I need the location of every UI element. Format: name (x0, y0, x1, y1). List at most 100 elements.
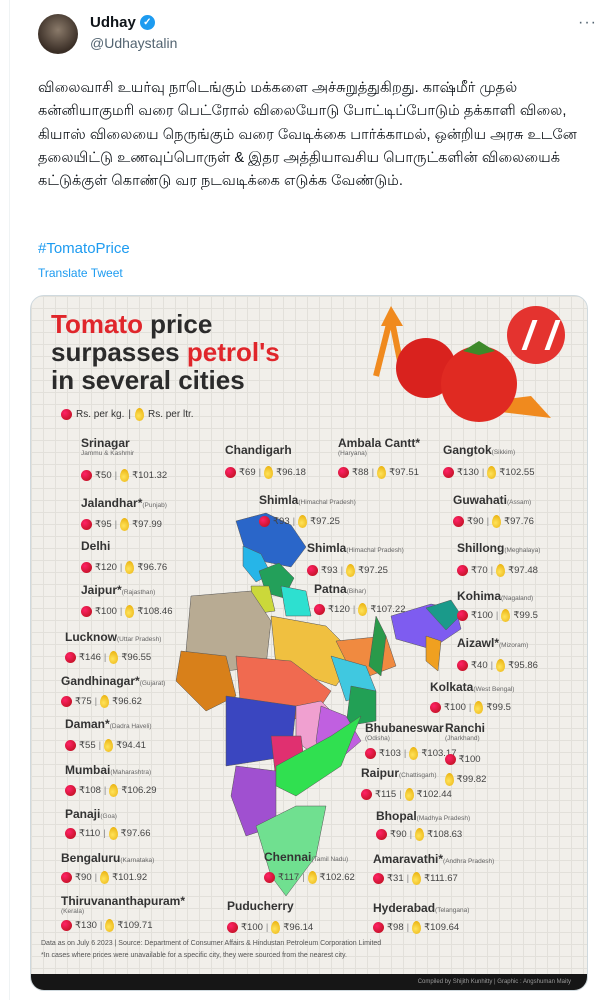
city-region: (Punjab) (142, 502, 167, 509)
city-label: Ranchi (Jharkhand) (445, 721, 485, 742)
separator: | (98, 740, 102, 751)
city-name: Shimla (307, 541, 347, 555)
city-name: Panaji (65, 807, 101, 821)
city-name: Mumbai (65, 763, 111, 777)
city-name: Bhopal (376, 809, 417, 823)
city-name: Shimla (259, 493, 299, 507)
tomato-price: ₹75 (75, 696, 92, 707)
tomato-icon (81, 470, 92, 481)
petrol-drop-icon (105, 919, 115, 932)
petrol-price: ₹95.86 (508, 660, 538, 671)
city-region: (Tamil Nadu) (311, 856, 349, 863)
city-label: Puducherry (227, 899, 294, 913)
city-region: (Sikkim) (491, 449, 516, 456)
separator: | (103, 652, 107, 663)
petrol-price: ₹96.76 (137, 562, 168, 573)
city-region: (Himachal Pradesh) (346, 547, 404, 554)
city-label: Daman*(Dadra Haveli) (65, 717, 152, 731)
tomato-icon (61, 409, 72, 420)
city-name: Thiruvananthapuram* (61, 894, 186, 908)
infographic-image[interactable]: Tomato price surpasses petrol's in sever… (30, 295, 588, 991)
footnote-source: Data as on July 6 2023 | Source: Departm… (41, 940, 382, 947)
tomato-icon (457, 565, 468, 576)
city-prices: ₹100 | ₹99.5 (457, 609, 538, 622)
separator: | (114, 470, 118, 481)
petrol-price: ₹102.44 (416, 789, 452, 800)
city-name: Jaipur* (81, 583, 122, 597)
petrol-drop-icon (412, 921, 422, 934)
city-prices: ₹130 | ₹109.71 (61, 919, 152, 932)
tomato-icon (457, 610, 468, 621)
city-prices: ₹55 | ₹94.41 (65, 739, 146, 752)
petrol-price: ₹108.63 (427, 829, 463, 840)
infographic-title: Tomato price surpasses petrol's in sever… (51, 309, 280, 395)
city-name: Hyderabad (373, 901, 436, 915)
separator: | (265, 922, 269, 933)
separator: | (486, 516, 490, 527)
tomato-price: ₹100 (241, 922, 263, 933)
city-label: Kolkata(West Bengal) (430, 680, 514, 694)
petrol-drop-icon (445, 773, 454, 787)
city-label: Shimla(Himachal Pradesh) (259, 493, 356, 507)
city-name: Daman* (65, 717, 110, 731)
tomato-icon (445, 754, 456, 765)
city-name: Bhubaneswar (365, 721, 444, 735)
city-label: Patna(Bihar) (314, 582, 366, 596)
city-prices: ₹100 | ₹96.14 (227, 921, 313, 934)
tomato-icon (453, 516, 464, 527)
city-label: Kohima(Nagaland) (457, 589, 533, 603)
city-name: Jalandhar* (81, 496, 143, 510)
tomato-price: ₹88 (352, 467, 369, 478)
separator: | (119, 606, 123, 617)
city-prices: ₹100 ₹99.82 (445, 754, 487, 787)
city-prices: ₹120 | ₹107.22 (314, 603, 405, 616)
more-options-icon[interactable]: ··· (578, 14, 597, 31)
petrol-price: ₹97.25 (310, 516, 340, 527)
city-region: (Madhya Pradesh) (416, 815, 471, 822)
city-region: Jammu & Kashmir (81, 450, 135, 457)
city-label: Thiruvananthapuram* (Kerala) (61, 894, 185, 915)
author-name[interactable]: Udhay ✓ (90, 14, 155, 31)
avatar[interactable] (38, 14, 78, 54)
petrol-drop-icon (100, 695, 110, 708)
city-prices: ₹100 | ₹99.5 (430, 701, 511, 714)
city-prices: ₹115 | ₹102.44 (361, 788, 452, 801)
tomato-price: ₹40 (471, 660, 488, 671)
tomato-price: ₹93 (321, 565, 338, 576)
city-prices: ₹70 | ₹97.48 (457, 564, 538, 577)
city-name: Lucknow (65, 630, 118, 644)
city-name: Gangtok (443, 443, 492, 457)
hashtag-link[interactable]: #TomatoPrice (38, 240, 130, 257)
separator: | (481, 467, 485, 478)
petrol-price: ₹97.51 (389, 467, 419, 478)
separator: | (103, 828, 106, 839)
city-name: Puducherry (227, 899, 294, 913)
tomato-icon (225, 467, 236, 478)
city-region: (Meghalaya) (504, 547, 541, 554)
petrol-drop-icon (412, 872, 422, 885)
author-handle[interactable]: @Udhaystalin (90, 35, 178, 51)
city-prices: ₹93 | ₹97.25 (307, 564, 388, 577)
city-name: Guwahati (453, 493, 508, 507)
petrol-drop-icon (474, 701, 484, 714)
tomato-price: ₹90 (467, 516, 484, 527)
tomato-price: ₹110 (79, 828, 101, 839)
tomato-price: ₹117 (278, 872, 300, 883)
city-label: Srinagar Jammu & Kashmir (81, 436, 134, 457)
city-prices: ₹75 | ₹96.62 (61, 695, 142, 708)
tomato-icon (81, 606, 92, 617)
tomato-price: ₹130 (75, 920, 97, 931)
tomato-price: ₹69 (239, 467, 256, 478)
city-region: (Karnataka) (120, 857, 155, 864)
city-prices: ₹90 | ₹108.63 (376, 828, 462, 841)
city-name: Chandigarh (225, 443, 292, 457)
tomato-icon (373, 873, 384, 884)
petrol-drop-icon (358, 603, 368, 616)
petrol-price: ₹99.82 (456, 774, 487, 786)
translate-tweet-link[interactable]: Translate Tweet (38, 266, 123, 280)
city-label: Gangtok(Sikkim) (443, 443, 515, 457)
tomato-price: ₹108 (79, 785, 101, 796)
petrol-price: ₹96.62 (112, 696, 142, 707)
tomato-icon (314, 604, 325, 615)
city-prices: ₹40 | ₹95.86 (457, 659, 538, 672)
